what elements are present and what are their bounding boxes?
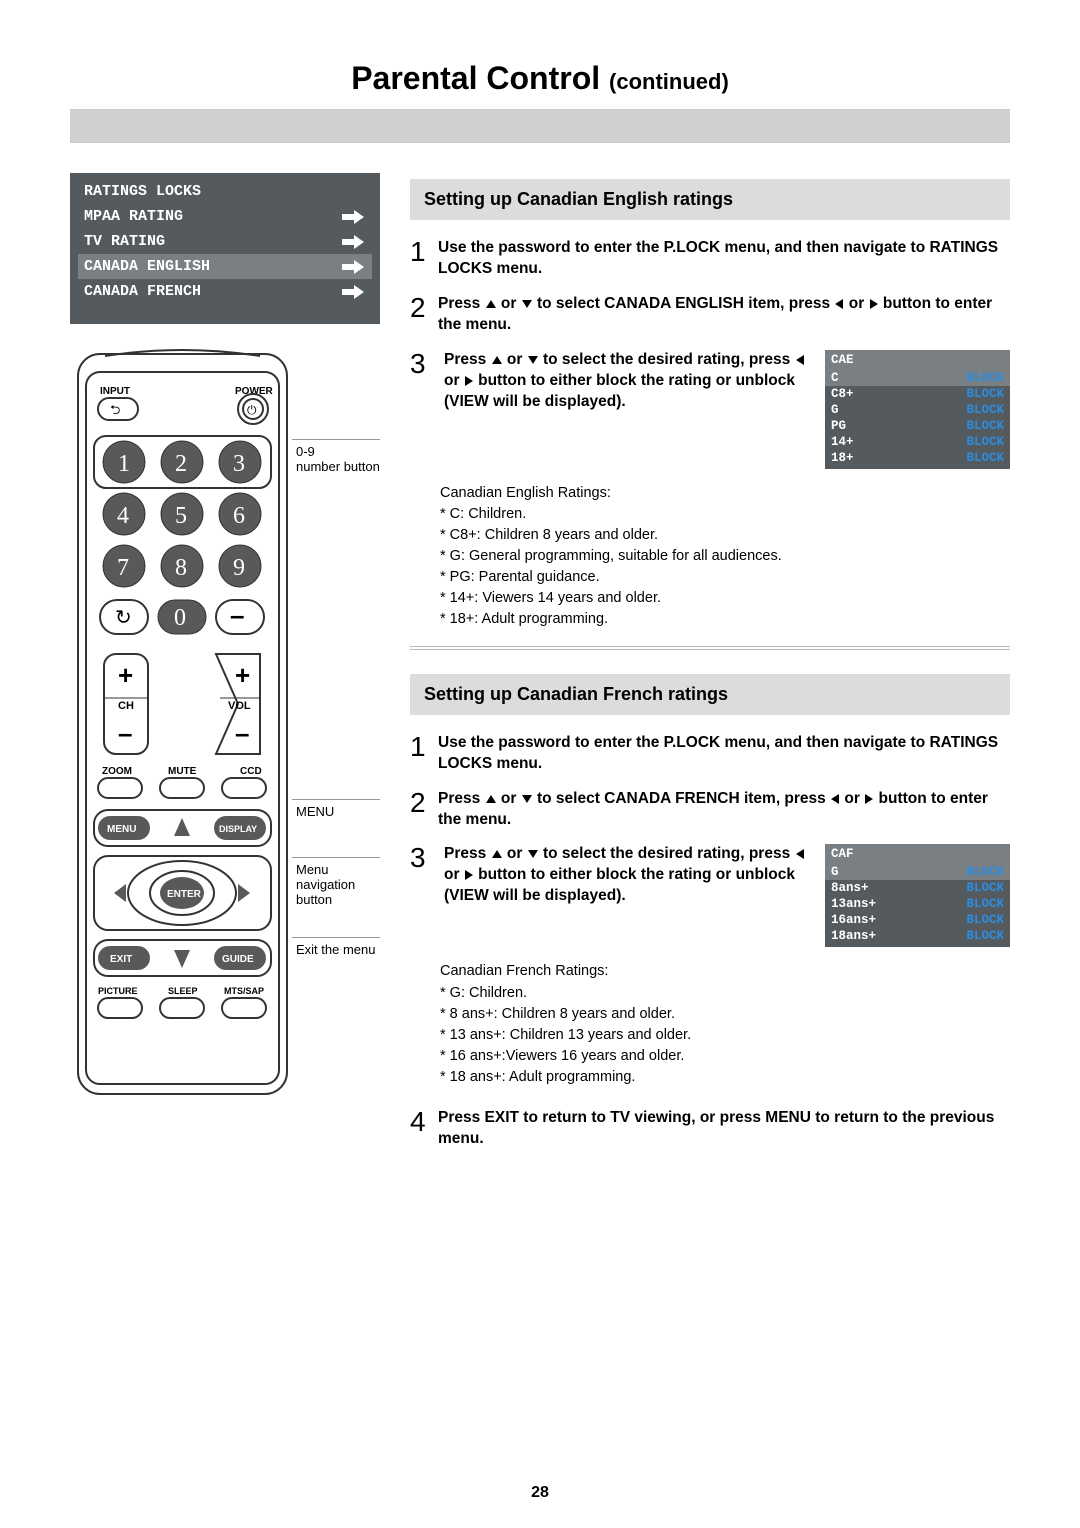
- svg-text:SLEEP: SLEEP: [168, 986, 198, 996]
- svg-text:2: 2: [175, 451, 187, 477]
- svg-text:VOL: VOL: [228, 700, 251, 712]
- title-main: Parental Control: [351, 60, 600, 96]
- svg-text:DISPLAY: DISPLAY: [219, 824, 257, 834]
- triangle-right-icon: [465, 376, 473, 386]
- menu-title: RATINGS LOCKS: [78, 179, 372, 204]
- triangle-left-icon: [835, 299, 843, 309]
- french-heading: Setting up Canadian French ratings: [410, 674, 1010, 715]
- svg-text:4: 4: [117, 503, 129, 529]
- menu-item-mpaa: MPAA RATING: [78, 204, 372, 229]
- svg-text:1: 1: [118, 451, 130, 477]
- svg-text:5: 5: [175, 503, 187, 529]
- svg-text:GUIDE: GUIDE: [222, 954, 254, 965]
- svg-text:–: –: [230, 600, 244, 630]
- svg-text:8: 8: [175, 555, 187, 581]
- triangle-up-icon: [492, 850, 502, 858]
- exit-guide-row: EXIT GUIDE: [94, 940, 271, 976]
- svg-text:6: 6: [233, 503, 245, 529]
- svg-text:MENU: MENU: [107, 824, 136, 835]
- svg-text:MTS/SAP: MTS/SAP: [224, 986, 264, 996]
- menu-item-tv: TV RATING: [78, 229, 372, 254]
- english-notes: Canadian English Ratings: * C: Children.…: [440, 483, 1010, 630]
- svg-text:–: –: [118, 718, 132, 748]
- cae-table: CAE CBLOCK C8+BLOCK GBLOCK PGBLOCK 14+BL…: [825, 350, 1010, 469]
- triangle-left-icon: [796, 355, 804, 365]
- menu-display-row: MENU DISPLAY: [94, 810, 271, 846]
- svg-text:+: +: [235, 660, 250, 690]
- french-step-3: 3 Press or to select the desired rating,…: [410, 844, 1010, 947]
- svg-text:3: 3: [233, 451, 245, 477]
- svg-text:EXIT: EXIT: [110, 954, 132, 965]
- ratings-locks-menu: RATINGS LOCKS MPAA RATING TV RATING CANA…: [70, 173, 380, 324]
- arrow-right-icon: [342, 286, 366, 298]
- triangle-down-icon: [522, 300, 532, 308]
- triangle-down-icon: [528, 850, 538, 858]
- label-exit: Exit the menu: [292, 937, 380, 977]
- svg-text:CCD: CCD: [240, 766, 262, 777]
- triangle-up-icon: [486, 300, 496, 308]
- arrow-right-icon: [342, 236, 366, 248]
- svg-text:CH: CH: [118, 700, 134, 712]
- svg-text:⮌: ⮌: [110, 402, 120, 417]
- label-nav: Menu navigation button: [292, 857, 380, 937]
- page-number: 28: [0, 1484, 1080, 1502]
- arrow-right-icon: [342, 211, 366, 223]
- svg-text:ZOOM: ZOOM: [102, 766, 132, 777]
- english-step-2: 2 Press or to select CANADA ENGLISH item…: [410, 294, 1010, 336]
- arrow-right-icon: [342, 261, 366, 273]
- divider: [410, 646, 1010, 650]
- triangle-left-icon: [796, 849, 804, 859]
- title-sub: (continued): [609, 69, 729, 94]
- triangle-right-icon: [870, 299, 878, 309]
- svg-text:MUTE: MUTE: [168, 766, 197, 777]
- english-heading: Setting up Canadian English ratings: [410, 179, 1010, 220]
- title-band: [70, 109, 1010, 143]
- label-numbers: 0-9 number button: [292, 439, 380, 639]
- french-step-1: 1 Use the password to enter the P.LOCK m…: [410, 733, 1010, 775]
- english-step-1: 1 Use the password to enter the P.LOCK m…: [410, 238, 1010, 280]
- svg-text:⏻: ⏻: [247, 403, 257, 417]
- english-step-3: 3 Press or to select the desired rating,…: [410, 350, 1010, 469]
- menu-item-canada-french: CANADA FRENCH: [78, 279, 372, 304]
- triangle-up-icon: [492, 356, 502, 364]
- svg-text:↻: ↻: [115, 607, 132, 629]
- svg-text:PICTURE: PICTURE: [98, 986, 138, 996]
- svg-text:0: 0: [174, 605, 186, 631]
- caf-table: CAF GBLOCK 8ans+BLOCK 13ans+BLOCK 16ans+…: [825, 844, 1010, 947]
- triangle-down-icon: [528, 356, 538, 364]
- triangle-left-icon: [831, 794, 839, 804]
- input-label: INPUT: [100, 386, 130, 397]
- french-step-2: 2 Press or to select CANADA FRENCH item,…: [410, 789, 1010, 831]
- triangle-right-icon: [465, 870, 473, 880]
- svg-text:+: +: [118, 660, 133, 690]
- french-notes: Canadian French Ratings: * G: Children. …: [440, 961, 1010, 1087]
- svg-text:9: 9: [233, 555, 245, 581]
- menu-item-canada-english: CANADA ENGLISH: [78, 254, 372, 279]
- page-title: Parental Control (continued): [70, 60, 1010, 97]
- dpad: ENTER: [94, 856, 271, 930]
- svg-text:7: 7: [117, 555, 129, 581]
- svg-text:–: –: [235, 718, 249, 748]
- footer-step-4: 4 Press EXIT to return to TV viewing, or…: [410, 1108, 1010, 1150]
- number-pad: 1 2 3 4 5 6 7 8 9 ↻ 0 –: [94, 436, 271, 634]
- svg-text:ENTER: ENTER: [167, 889, 202, 900]
- remote-diagram: INPUT ⮌ POWER ⏻ 1 2 3 4 5 6: [70, 344, 380, 1109]
- triangle-down-icon: [522, 795, 532, 803]
- label-menu: MENU: [292, 799, 380, 857]
- triangle-right-icon: [865, 794, 873, 804]
- triangle-up-icon: [486, 795, 496, 803]
